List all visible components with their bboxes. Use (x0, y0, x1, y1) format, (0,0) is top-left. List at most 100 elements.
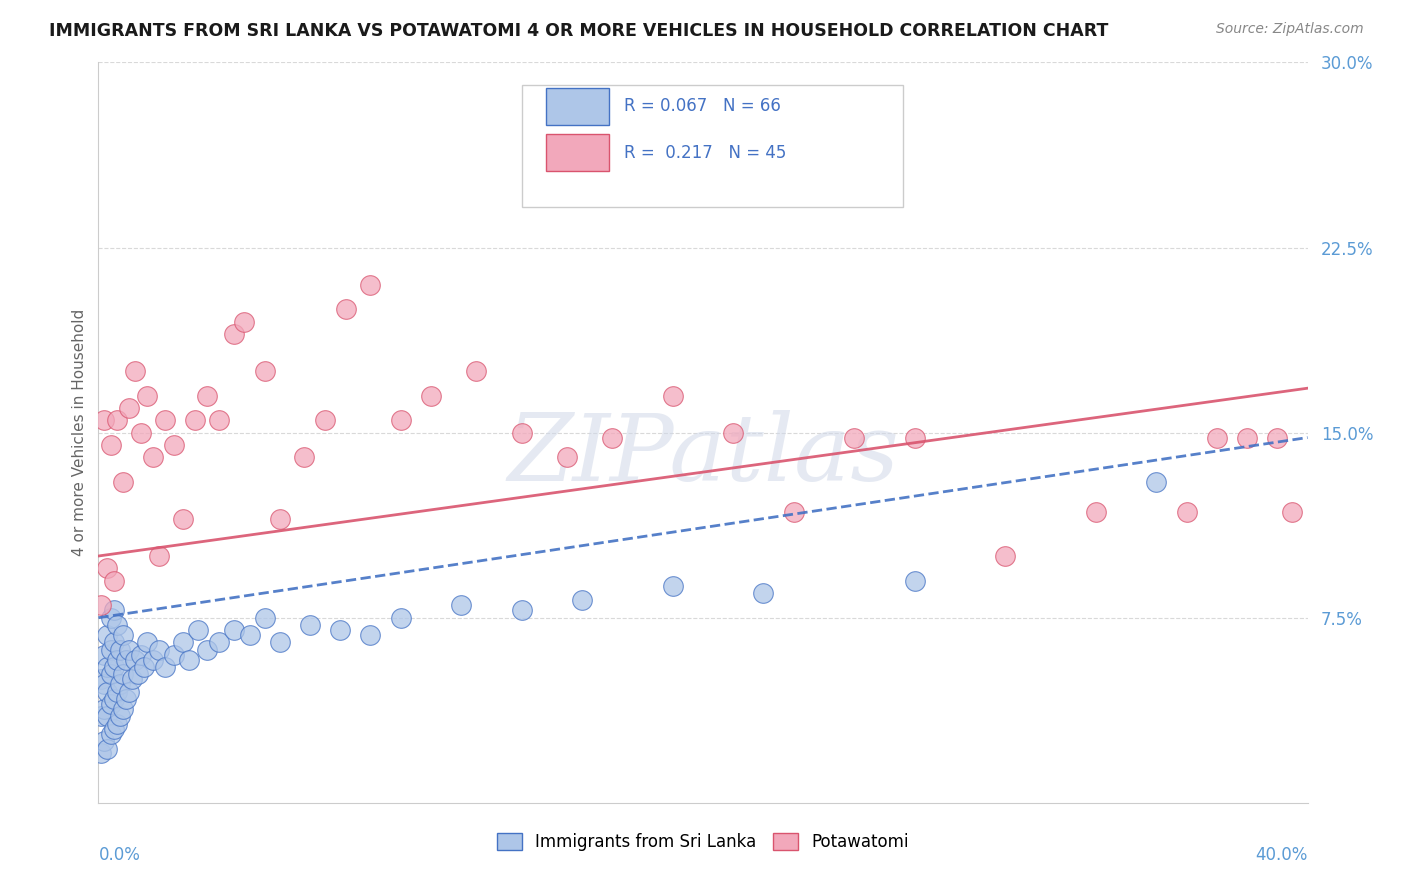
Point (1236, 431, 1258, 445)
Point (108, 677, 131, 691)
Point (124, 653, 146, 667)
Point (135, 635, 157, 649)
Point (360, 628, 382, 642)
Point (100, 727, 122, 741)
Point (103, 574, 125, 588)
Point (132, 660, 155, 674)
Point (105, 618, 128, 632)
Point (121, 673, 143, 687)
Legend: Immigrants from Sri Lanka, Potawatomi: Immigrants from Sri Lanka, Potawatomi (491, 826, 915, 857)
Point (105, 413, 128, 427)
Text: 40.0%: 40.0% (1256, 846, 1308, 863)
Point (108, 709, 131, 723)
Point (1175, 505, 1198, 519)
Point (90, 599, 112, 613)
Point (105, 653, 128, 667)
Point (118, 685, 141, 699)
Point (100, 642, 122, 657)
Point (114, 653, 136, 667)
Point (1281, 505, 1303, 519)
Point (844, 431, 866, 445)
Point (93, 677, 115, 691)
Point (135, 388, 157, 402)
Point (96, 685, 118, 699)
Text: ZIPatlas: ZIPatlas (508, 409, 898, 500)
Point (994, 549, 1017, 563)
Point (602, 431, 624, 445)
Point (510, 603, 533, 617)
Point (292, 450, 315, 465)
Point (269, 512, 291, 526)
Point (420, 388, 443, 402)
Point (224, 326, 246, 341)
Point (510, 425, 533, 440)
Point (103, 635, 125, 649)
Point (904, 574, 927, 588)
Point (111, 667, 134, 681)
Point (253, 610, 276, 624)
Point (1206, 431, 1229, 445)
Point (661, 579, 683, 593)
Point (100, 610, 122, 624)
FancyBboxPatch shape (522, 85, 903, 207)
Point (195, 388, 218, 402)
Point (142, 653, 165, 667)
Point (208, 635, 231, 649)
Point (224, 623, 246, 637)
Point (124, 364, 146, 378)
Point (90, 673, 112, 687)
Point (111, 628, 134, 642)
Point (129, 425, 152, 440)
Point (103, 660, 125, 674)
Point (232, 314, 254, 328)
Point (253, 364, 276, 378)
Text: R = 0.067   N = 66: R = 0.067 N = 66 (624, 97, 782, 115)
Point (93, 702, 115, 716)
Point (100, 667, 122, 681)
Point (105, 685, 128, 699)
Y-axis label: 4 or more Vehicles in Household: 4 or more Vehicles in Household (72, 309, 87, 557)
Point (103, 722, 125, 736)
Point (314, 413, 336, 427)
Point (127, 667, 149, 681)
Point (571, 593, 593, 607)
Point (96, 660, 118, 674)
Point (93, 413, 115, 427)
Point (335, 302, 357, 317)
Point (239, 628, 262, 642)
Point (783, 505, 806, 519)
Point (179, 653, 201, 667)
Point (108, 642, 131, 657)
FancyBboxPatch shape (546, 135, 609, 171)
Point (723, 425, 745, 440)
Point (163, 438, 186, 452)
Point (100, 438, 122, 452)
Point (90, 709, 112, 723)
Point (450, 599, 472, 613)
Point (114, 692, 136, 706)
Point (153, 660, 176, 674)
Point (96, 741, 118, 756)
Point (360, 277, 382, 292)
Point (172, 512, 194, 526)
Point (661, 388, 683, 402)
Point (129, 648, 152, 662)
Point (904, 431, 927, 445)
Point (118, 401, 141, 415)
Point (96, 561, 118, 575)
Point (103, 692, 125, 706)
Point (111, 475, 134, 489)
Text: Source: ZipAtlas.com: Source: ZipAtlas.com (1216, 22, 1364, 37)
Point (299, 618, 322, 632)
Point (105, 716, 128, 731)
Point (118, 642, 141, 657)
Point (172, 635, 194, 649)
Point (329, 623, 352, 637)
Point (195, 642, 218, 657)
Point (148, 642, 170, 657)
FancyBboxPatch shape (546, 87, 609, 125)
Point (93, 648, 115, 662)
Point (269, 635, 291, 649)
Point (752, 586, 775, 600)
Point (103, 603, 125, 617)
